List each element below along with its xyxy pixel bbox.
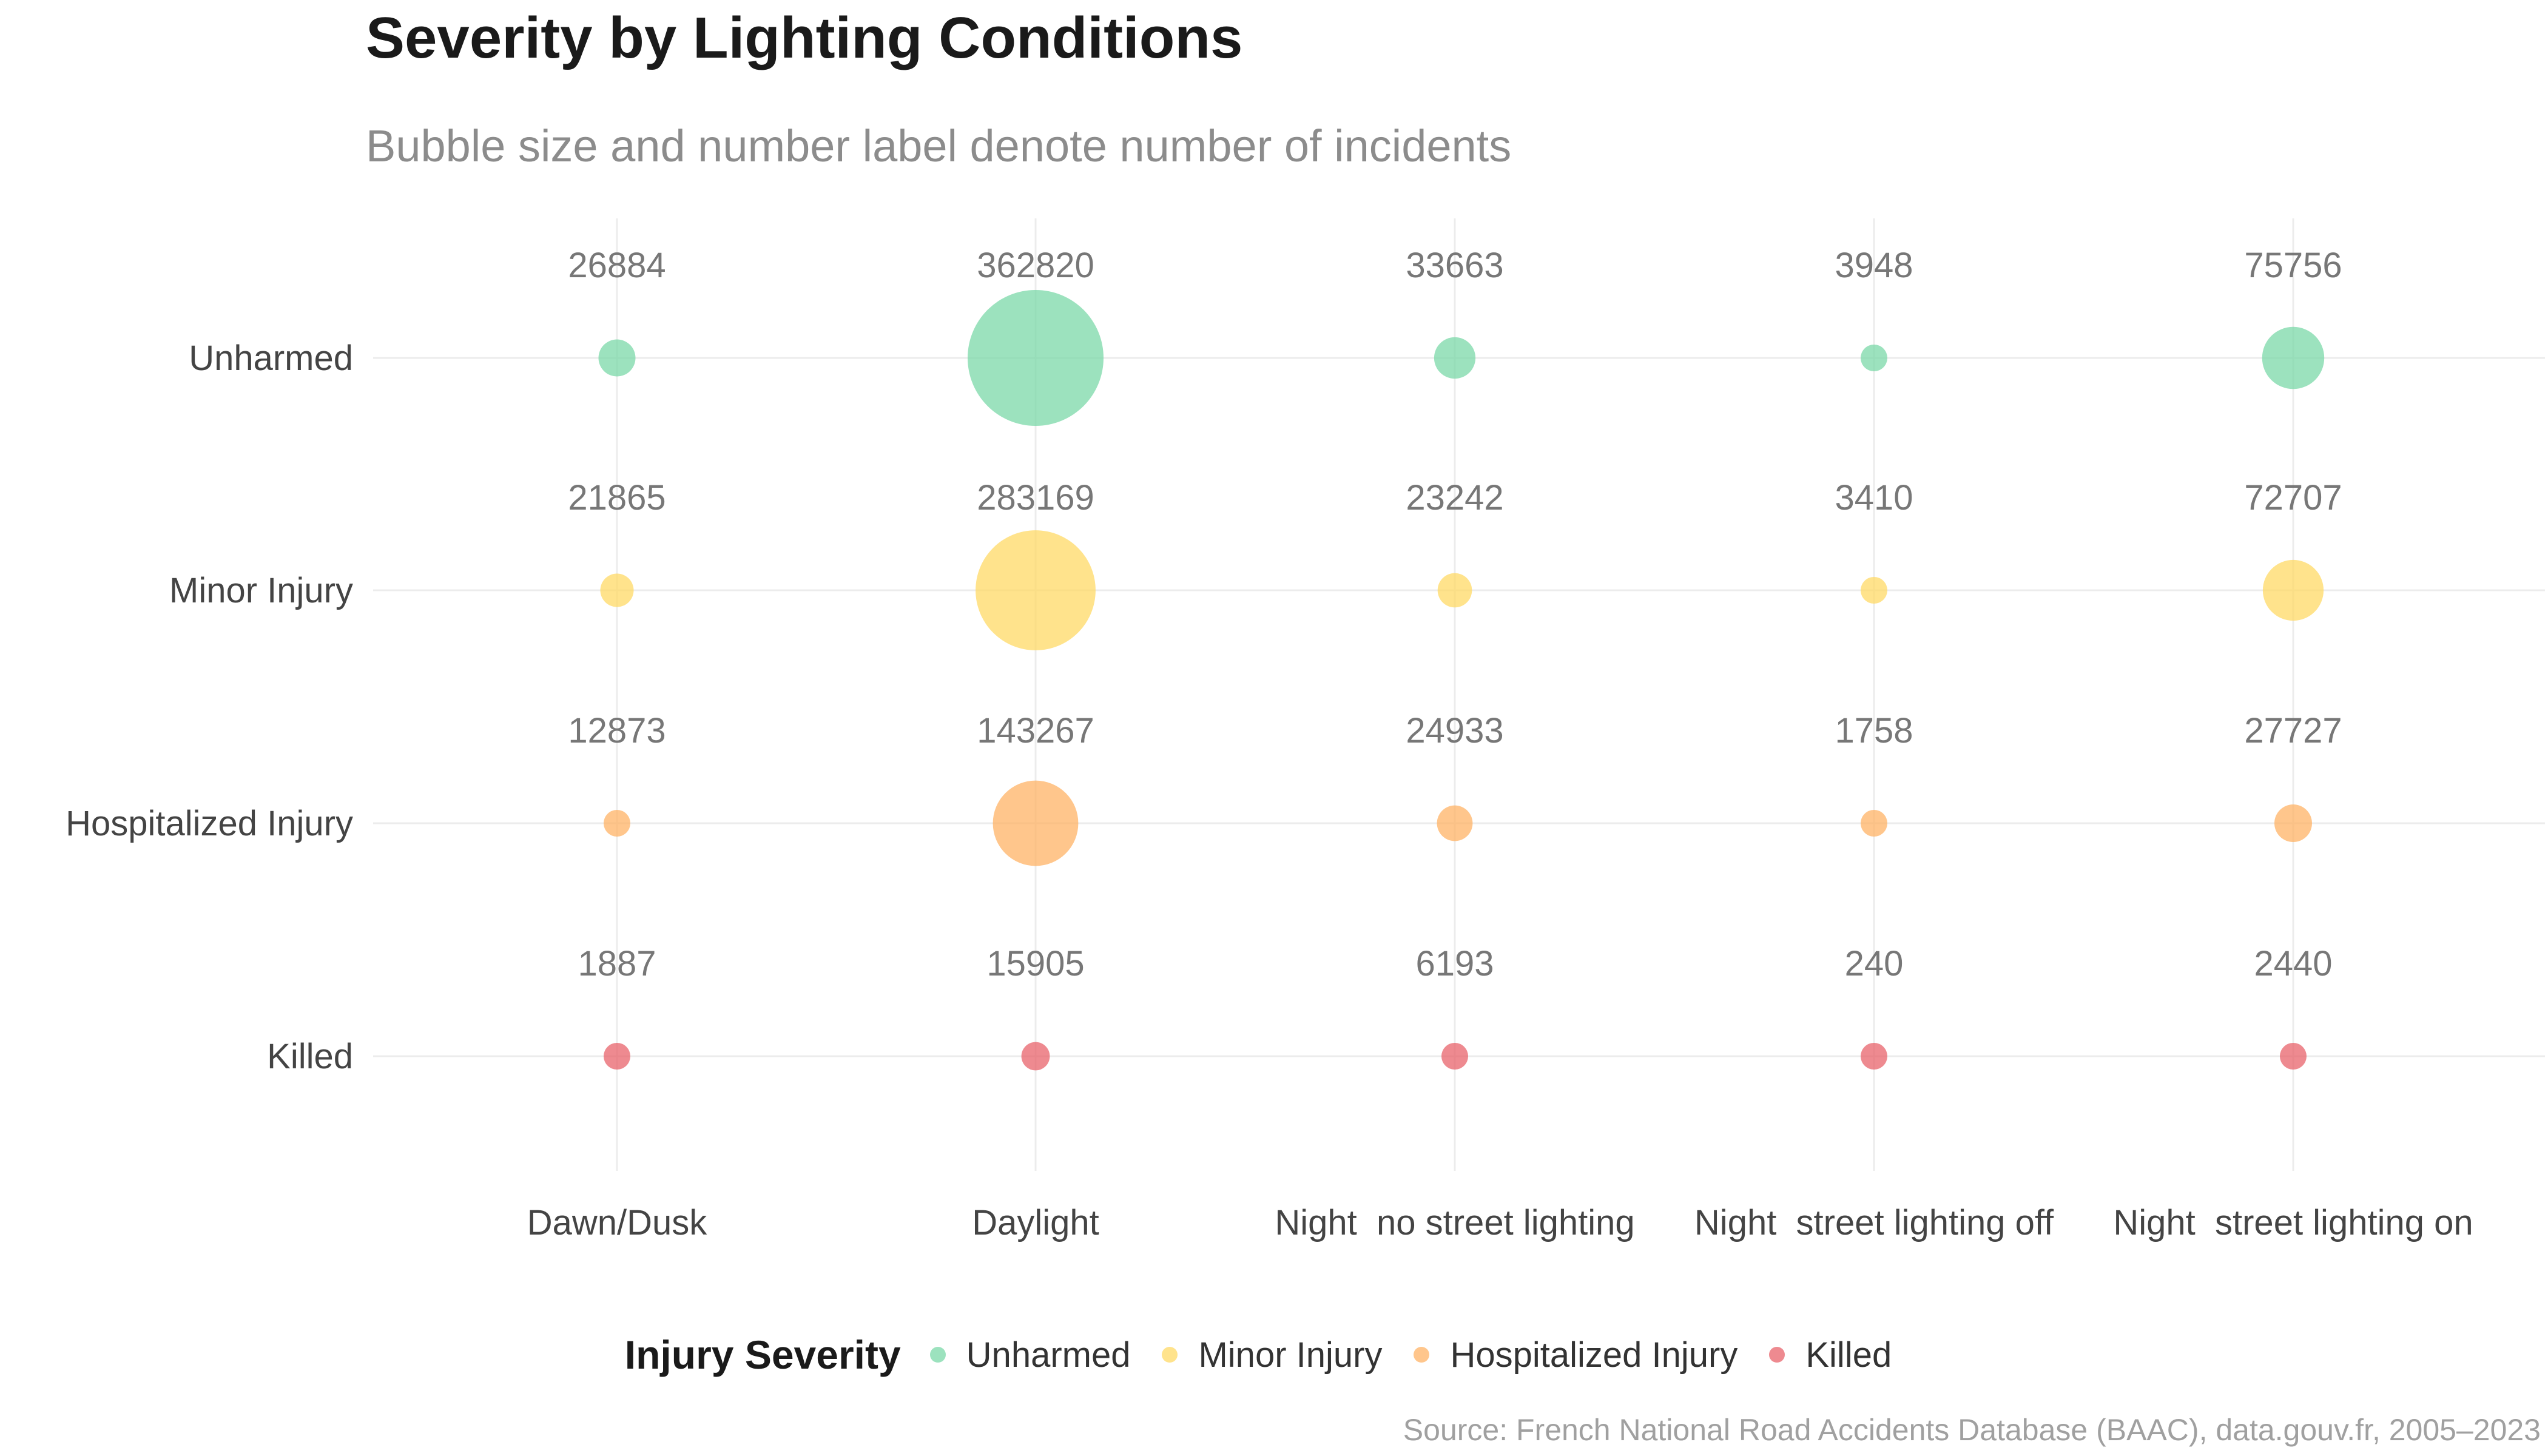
bubble-killed-night-street-lighting-off: [1861, 1043, 1887, 1070]
bubble-killed-night-street-lighting-on: [2280, 1043, 2307, 1070]
bubble-hospitalized-injury-night-street-lighting-off: [1861, 810, 1887, 837]
value-label-unharmed-night-no-street-lighting: 33663: [1406, 246, 1503, 285]
value-labels: 26884 362820 33663 3948 75756 21865 283169 2324…: [568, 246, 2342, 983]
bubble-unharmed-night-street-lighting-off: [1861, 345, 1887, 371]
value-label-killed-night-street-lighting-on: 2440: [2254, 944, 2332, 983]
bubble-killed-daylight: [1021, 1042, 1050, 1071]
value-label-minor-injury-night-street-lighting-on: 72707: [2244, 478, 2342, 517]
legend-title: Injury Severity: [624, 1332, 901, 1377]
value-label-unharmed-night-street-lighting-off: 3948: [1835, 246, 1913, 285]
bubble-minor-injury-night-no-street-lighting: [1437, 573, 1472, 608]
chart-title: Severity by Lighting Conditions: [366, 5, 1243, 70]
x-tick-label-dawn-dusk: Dawn/Dusk: [527, 1203, 708, 1242]
value-label-minor-injury-night-no-street-lighting: 23242: [1406, 478, 1503, 517]
bubble-unharmed-night-no-street-lighting: [1434, 337, 1476, 379]
bubble-killed-night-no-street-lighting: [1441, 1043, 1468, 1070]
bubble-minor-injury-night-street-lighting-off: [1861, 577, 1887, 604]
bubble-minor-injury-dawn-dusk: [600, 573, 634, 607]
y-tick-label-unharmed: Unharmed: [189, 339, 353, 378]
legend-item-hospitalized-injury: Hospitalized Injury: [1414, 1335, 1737, 1375]
x-tick-label-daylight: Daylight: [972, 1203, 1099, 1242]
value-label-unharmed-night-street-lighting-on: 75756: [2244, 246, 2342, 285]
value-label-minor-injury-dawn-dusk: 21865: [568, 478, 666, 517]
source-caption: Source: French National Road Accidents D…: [1403, 1413, 2541, 1447]
legend-label-unharmed: Unharmed: [966, 1335, 1131, 1375]
bubble-unharmed-daylight: [968, 290, 1104, 426]
x-tick-label-night-street-lighting-on: Night street lighting on: [2113, 1203, 2473, 1242]
x-axis: Dawn/Dusk Daylight Night no street lightin…: [527, 1203, 2473, 1242]
value-label-killed-dawn-dusk: 1887: [578, 944, 656, 983]
y-tick-label-minor-injury: Minor Injury: [169, 571, 353, 610]
bubble-hospitalized-injury-night-street-lighting-on: [2274, 804, 2312, 842]
x-tick-label-night-no-street-lighting: Night no street lighting: [1275, 1203, 1634, 1242]
y-axis: Unharmed Minor Injury Hospitalized Injury K…: [66, 339, 353, 1076]
legend-item-killed: Killed: [1769, 1335, 1892, 1375]
bubble-unharmed-dawn-dusk: [598, 339, 636, 377]
bubble-hospitalized-injury-daylight: [993, 780, 1079, 866]
legend-dot-unharmed: [929, 1347, 946, 1363]
legend: Injury Severity Unharmed Minor Injury Hosp…: [0, 1332, 2548, 1378]
value-label-hospitalized-injury-dawn-dusk: 12873: [568, 711, 666, 750]
bubble-chart: 26884 362820 33663 3948 75756 21865 283169 2324…: [66, 218, 2545, 1242]
legend-label-killed: Killed: [1805, 1335, 1892, 1375]
value-label-killed-night-street-lighting-off: 240: [1845, 944, 1904, 983]
legend-dot-hospitalized-injury: [1414, 1347, 1430, 1363]
value-label-unharmed-dawn-dusk: 26884: [568, 246, 666, 285]
bubble-minor-injury-night-street-lighting-on: [2262, 559, 2324, 621]
bubble-hospitalized-injury-night-no-street-lighting: [1437, 805, 1473, 841]
legend-item-minor-injury: Minor Injury: [1162, 1335, 1382, 1375]
legend-label-hospitalized-injury: Hospitalized Injury: [1450, 1335, 1738, 1375]
value-label-killed-night-no-street-lighting: 6193: [1415, 944, 1494, 983]
x-tick-label-night-street-lighting-off: Night street lighting off: [1694, 1203, 2054, 1242]
legend-items: Unharmed Minor Injury Hospitalized Injury K…: [929, 1335, 1924, 1375]
value-label-minor-injury-night-street-lighting-off: 3410: [1835, 478, 1913, 517]
bubble-hospitalized-injury-dawn-dusk: [604, 810, 630, 837]
bubble-killed-dawn-dusk: [604, 1043, 630, 1070]
legend-label-minor-injury: Minor Injury: [1198, 1335, 1383, 1375]
bubbles: [598, 290, 2325, 1071]
legend-item-unharmed: Unharmed: [929, 1335, 1131, 1375]
value-label-unharmed-daylight: 362820: [977, 246, 1094, 285]
value-label-hospitalized-injury-night-street-lighting-off: 1758: [1835, 711, 1913, 750]
bubble-unharmed-night-street-lighting-on: [2262, 326, 2325, 389]
y-tick-label-hospitalized-injury: Hospitalized Injury: [66, 804, 353, 843]
value-label-hospitalized-injury-daylight: 143267: [977, 711, 1094, 750]
y-tick-label-killed: Killed: [267, 1037, 353, 1076]
bubble-minor-injury-daylight: [976, 530, 1096, 650]
legend-dot-minor-injury: [1162, 1347, 1178, 1363]
chart-subtitle: Bubble size and number label denote numb…: [366, 121, 1512, 171]
value-label-hospitalized-injury-night-street-lighting-on: 27727: [2244, 711, 2342, 750]
value-label-hospitalized-injury-night-no-street-lighting: 24933: [1406, 711, 1503, 750]
legend-dot-killed: [1769, 1347, 1785, 1363]
value-label-killed-daylight: 15905: [986, 944, 1084, 983]
value-label-minor-injury-daylight: 283169: [977, 478, 1094, 517]
